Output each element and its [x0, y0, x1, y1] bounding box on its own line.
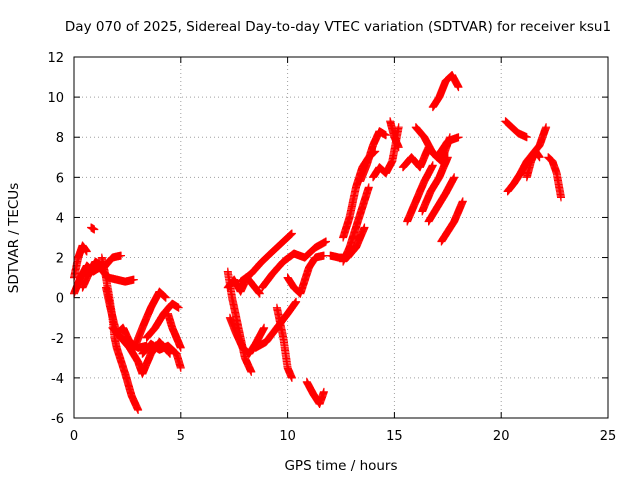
data-point-marker: [247, 367, 256, 376]
y-tick-label: 10: [47, 91, 64, 106]
data-point-marker: [161, 293, 170, 302]
y-tick-label: 2: [56, 252, 64, 267]
x-tick-label: 10: [279, 429, 296, 444]
x-axis-label: GPS time / hours: [284, 458, 397, 474]
data-point-marker: [319, 387, 328, 396]
x-tick-label: 20: [493, 429, 510, 444]
y-tick-label: 8: [56, 131, 64, 146]
y-tick-labels: -6 -4 -2 0 2 4 6 8 10 12: [47, 51, 64, 427]
y-tick-label: -4: [51, 372, 64, 387]
data-point-marker: [394, 123, 403, 132]
series-s5: [97, 253, 143, 414]
series-s14: [225, 313, 269, 358]
data-point-marker: [292, 297, 301, 306]
data-point-marker: [458, 197, 467, 206]
data-point-marker: [287, 373, 296, 382]
data-point-marker: [443, 153, 452, 162]
data-point-marker: [90, 225, 99, 234]
series-s2: [70, 241, 91, 282]
data-point-marker: [450, 173, 459, 182]
series-s30: [418, 153, 452, 216]
series-s28: [403, 161, 437, 226]
data-point-marker: [454, 83, 463, 92]
data-point-marker: [394, 143, 403, 152]
data-point-marker: [360, 223, 369, 232]
data-point-marker: [174, 303, 183, 312]
y-tick-label: -2: [51, 332, 64, 347]
data-point-marker: [176, 363, 185, 372]
series-s19: [283, 251, 328, 298]
chart-title: Day 070 of 2025, Sidereal Day-to-day VTE…: [65, 19, 611, 35]
series-s29: [411, 123, 454, 166]
data-point-marker: [445, 133, 454, 142]
series-s36: [522, 147, 544, 182]
data-point-marker: [428, 161, 437, 170]
data-point-marker: [134, 406, 143, 414]
plot-frame: [73, 56, 609, 419]
y-tick-label: 4: [56, 211, 64, 226]
y-tick-label: 6: [56, 171, 64, 186]
series-s20: [302, 377, 328, 408]
y-axis-label: SDTVAR / TECUs: [6, 183, 22, 293]
data-point-marker: [255, 289, 264, 298]
series-s15: [236, 229, 296, 286]
data-point-marker: [535, 153, 544, 162]
data-point-marker: [129, 275, 138, 284]
y-tick-label: 0: [56, 292, 64, 307]
data-point-marker: [522, 133, 531, 142]
data-point-marker: [82, 247, 91, 256]
data-points: [70, 71, 565, 414]
series-s35: [503, 123, 551, 196]
data-point-marker: [542, 123, 551, 132]
series-s37: [544, 153, 565, 202]
x-tick-label: 25: [600, 429, 617, 444]
data-point-marker: [260, 323, 269, 332]
x-tick-label: 15: [386, 429, 403, 444]
x-tick-label: 5: [177, 429, 185, 444]
series-s33: [428, 71, 463, 112]
series-s18: [272, 303, 296, 382]
series-s32: [437, 197, 467, 246]
series-s4: [87, 223, 99, 234]
data-point-marker: [322, 237, 330, 246]
series-s22: [339, 183, 373, 266]
series-s8: [129, 287, 170, 354]
series-s11: [164, 309, 185, 352]
y-tick-label: 12: [47, 51, 64, 66]
data-point-marker: [287, 229, 296, 238]
data-point-marker: [454, 133, 463, 142]
series-s26: [386, 117, 403, 152]
data-point-marker: [176, 343, 185, 352]
data-point-marker: [364, 183, 373, 192]
series-s24: [356, 127, 390, 186]
series-s16: [251, 297, 301, 352]
x-tick-labels: 0 5 10 15 20 25: [70, 429, 616, 444]
series-s34: [501, 117, 531, 142]
series-s31: [424, 173, 459, 226]
x-tick-label: 0: [70, 429, 78, 444]
series-s17: [258, 237, 330, 292]
data-point-marker: [381, 131, 390, 140]
data-point-marker: [557, 193, 565, 202]
series-s9: [138, 339, 185, 372]
data-point-marker: [117, 251, 125, 260]
y-tick-label: -6: [51, 412, 64, 427]
